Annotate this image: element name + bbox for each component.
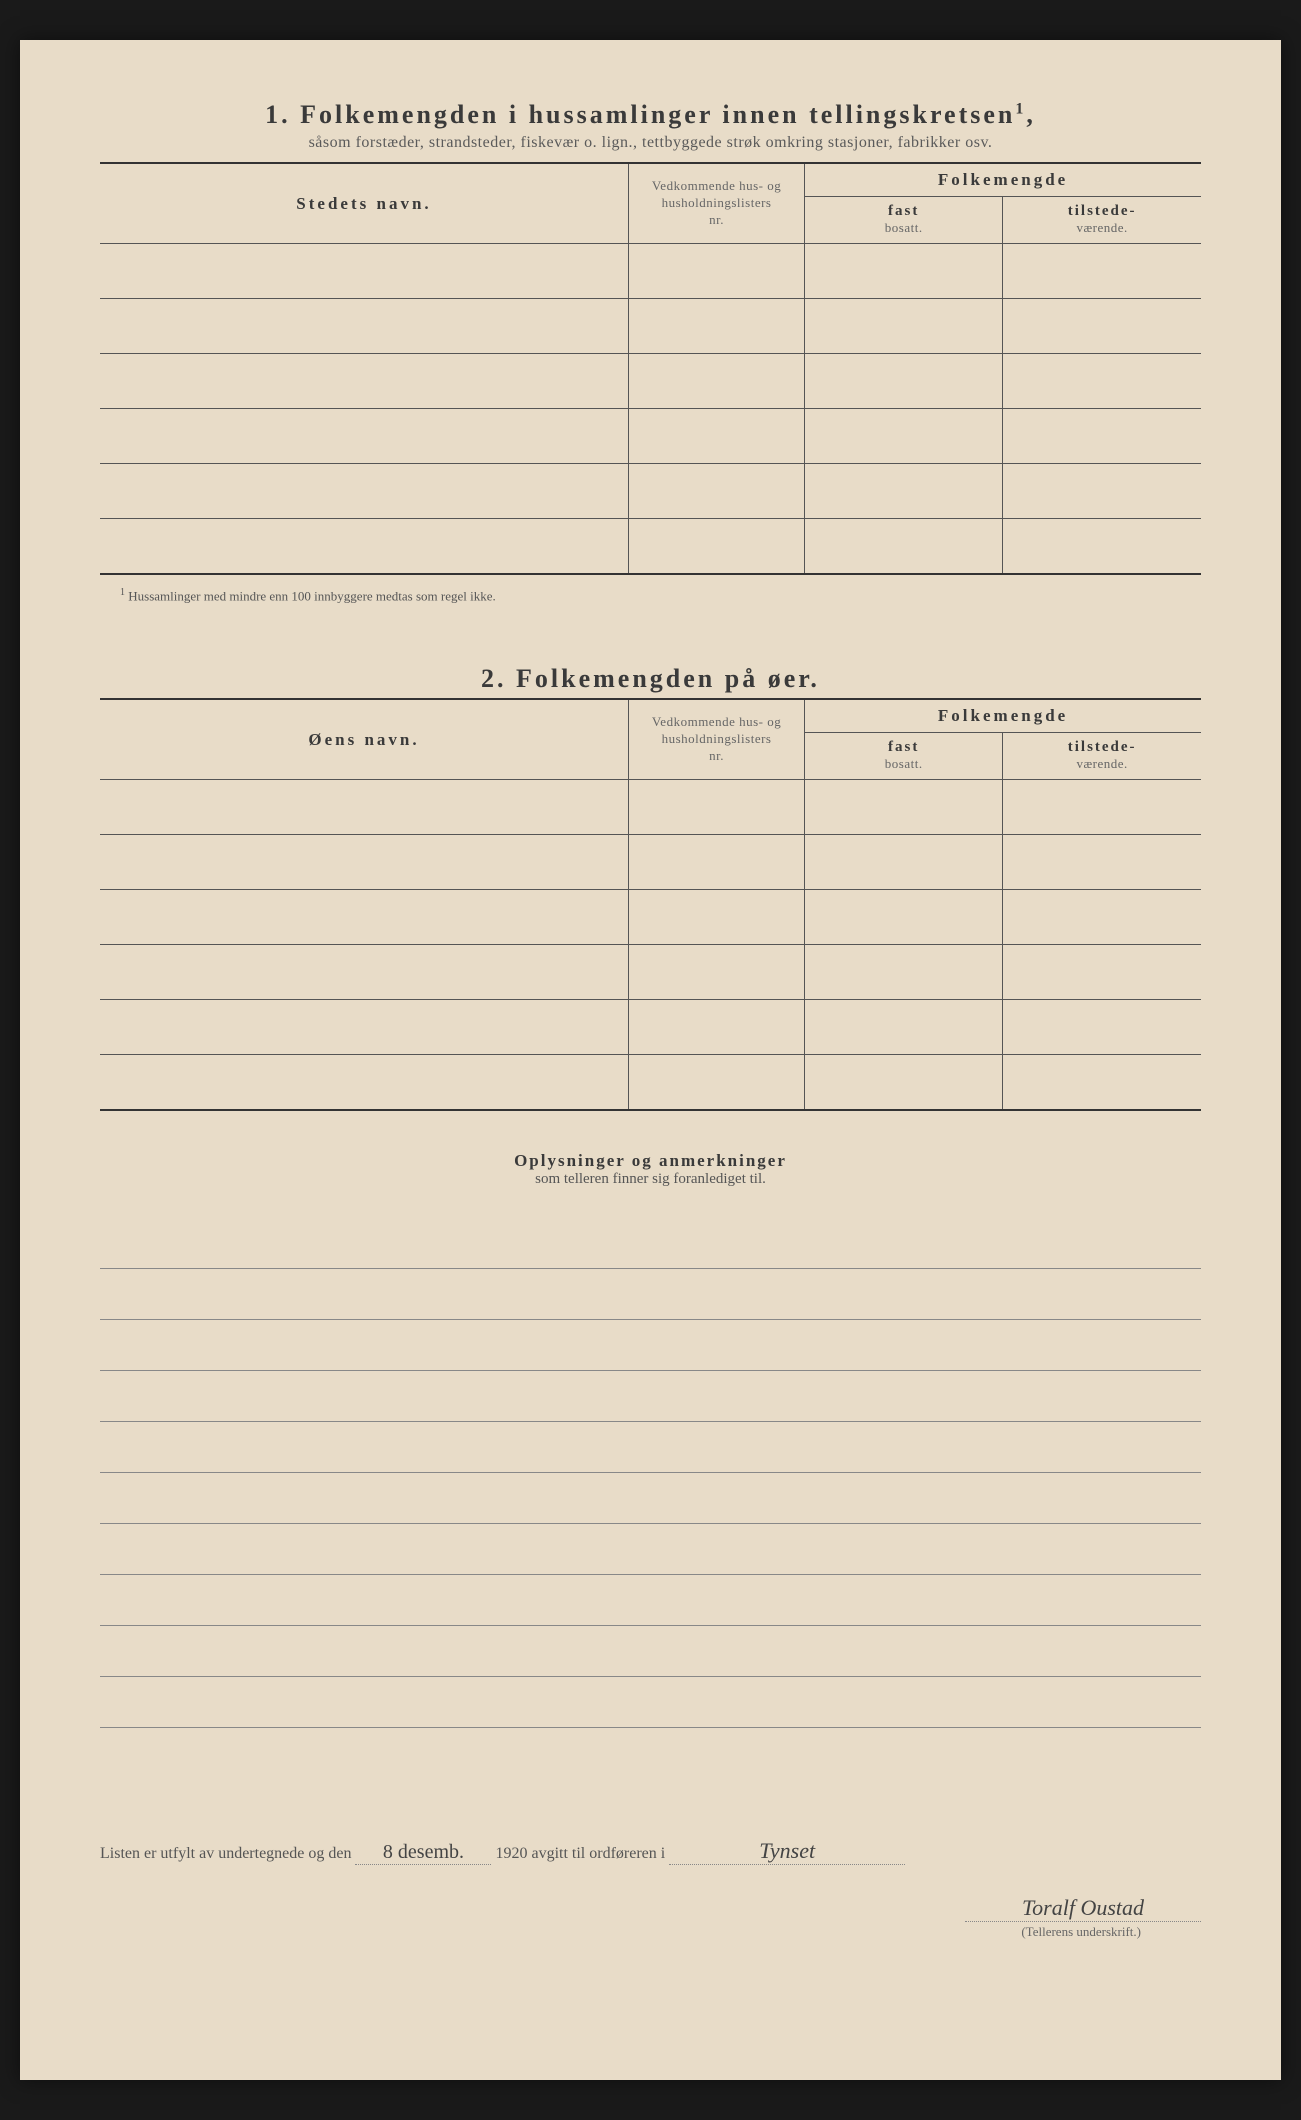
- col-fast-l2: bosatt.: [885, 220, 923, 235]
- section1-table: Stedets navn. Vedkommende hus- og hushol…: [100, 162, 1201, 575]
- section1-sup: 1: [1015, 100, 1026, 117]
- table-row: [100, 945, 1201, 1000]
- col-nr: Vedkommende hus- og husholdningslisters …: [628, 163, 804, 244]
- table-row: [100, 244, 1201, 299]
- remarks-subtitle-text: som telleren finner sig foranlediget til…: [100, 1171, 1201, 1188]
- table-row: [100, 1000, 1201, 1055]
- comma: ,: [1026, 100, 1036, 129]
- sig-place: Tynset: [669, 1838, 905, 1865]
- section1-title: 1. Folkemengden i hussamlinger innen tel…: [100, 100, 1201, 130]
- sig-caption: (Tellerens underskrift.): [100, 1924, 1201, 1940]
- ruled-line: [100, 1320, 1201, 1371]
- table-row: [100, 464, 1201, 519]
- ruled-line: [100, 1473, 1201, 1524]
- table-row: [100, 409, 1201, 464]
- col2-fast-l1: fast: [888, 739, 919, 755]
- section1-footnote: 1 Hussamlinger med mindre enn 100 innbyg…: [120, 587, 1201, 604]
- section1-subtitle: såsom forstæder, strandsteder, fiskevær …: [100, 134, 1201, 152]
- col2-tilstede-l1: tilstede-: [1068, 739, 1137, 755]
- table-row: [100, 519, 1201, 575]
- col-tilstede-l1: tilstede-: [1068, 203, 1137, 219]
- col2-tilstede-l2: værende.: [1077, 756, 1128, 771]
- col-folkemengde-2: Folkemengde: [805, 699, 1201, 733]
- col2-nr-l2: husholdningslisters: [662, 731, 772, 746]
- remarks-title-text: Oplysninger og anmerkninger: [100, 1151, 1201, 1171]
- sig-date: 8 desemb.: [355, 1841, 491, 1865]
- col-fast: fast bosatt.: [805, 197, 1003, 244]
- section2-title-text: Folkemengden på øer.: [516, 664, 820, 693]
- ruled-line: [100, 1626, 1201, 1677]
- col-nr-2: Vedkommende hus- og husholdningslisters …: [628, 699, 804, 780]
- ruled-line: [100, 1524, 1201, 1575]
- col2-nr-l3: nr.: [709, 748, 724, 763]
- footnote-text: Hussamlinger med mindre enn 100 innbygge…: [128, 588, 496, 603]
- col-nr-l1: Vedkommende hus- og: [652, 178, 781, 193]
- remarks-heading: Oplysninger og anmerkninger som telleren…: [100, 1151, 1201, 1188]
- ruled-line: [100, 1218, 1201, 1269]
- table-row: [100, 890, 1201, 945]
- section1-title-text: Folkemengden i hussamlinger innen tellin…: [300, 100, 1015, 129]
- ruled-line: [100, 1422, 1201, 1473]
- col-tilstede-2: tilstede- værende.: [1003, 733, 1201, 780]
- ruled-line: [100, 1371, 1201, 1422]
- col-folkemengde: Folkemengde: [805, 163, 1201, 197]
- sig-prefix: Listen er utfylt av undertegnede og den: [100, 1845, 351, 1862]
- col-stedets-navn: Stedets navn.: [100, 163, 628, 244]
- census-form-page: 1. Folkemengden i hussamlinger innen tel…: [20, 40, 1281, 2080]
- table-row: [100, 1055, 1201, 1111]
- col-oens-navn: Øens navn.: [100, 699, 628, 780]
- signature-block: Listen er utfylt av undertegnede og den …: [100, 1838, 1201, 1940]
- section-1: 1. Folkemengden i hussamlinger innen tel…: [100, 100, 1201, 604]
- sig-year: 1920: [495, 1845, 527, 1862]
- table-row: [100, 780, 1201, 835]
- table-row: [100, 354, 1201, 409]
- sig-name-row: Toralf Oustad: [100, 1895, 1201, 1922]
- section2-number: 2.: [481, 664, 507, 693]
- col-nr-l2: husholdningslisters: [662, 195, 772, 210]
- section2-title: 2. Folkemengden på øer.: [100, 664, 1201, 694]
- ruled-line: [100, 1269, 1201, 1320]
- ruled-line: [100, 1575, 1201, 1626]
- ruled-line: [100, 1677, 1201, 1728]
- col2-fast-l2: bosatt.: [885, 756, 923, 771]
- remarks-lines: [100, 1218, 1201, 1728]
- section-2: 2. Folkemengden på øer. Øens navn. Vedko…: [100, 664, 1201, 1111]
- table-row: [100, 299, 1201, 354]
- col-tilstede: tilstede- værende.: [1003, 197, 1201, 244]
- col-fast-l1: fast: [888, 203, 919, 219]
- sig-name: Toralf Oustad: [965, 1895, 1201, 1922]
- col2-nr-l1: Vedkommende hus- og: [652, 714, 781, 729]
- col-fast-2: fast bosatt.: [805, 733, 1003, 780]
- sig-middle: avgitt til ordføreren i: [531, 1845, 665, 1862]
- table-row: [100, 835, 1201, 890]
- footnote-sup: 1: [120, 587, 125, 598]
- col-tilstede-l2: værende.: [1077, 220, 1128, 235]
- section1-number: 1.: [265, 100, 291, 129]
- col-nr-l3: nr.: [709, 212, 724, 227]
- section2-table: Øens navn. Vedkommende hus- og husholdni…: [100, 698, 1201, 1111]
